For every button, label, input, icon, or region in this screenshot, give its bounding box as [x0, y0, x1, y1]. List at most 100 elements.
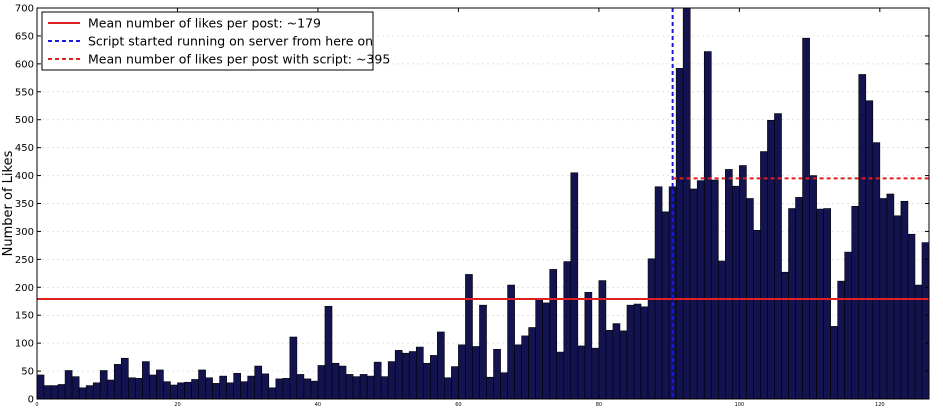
y-tick-label: 650	[15, 31, 34, 42]
bar	[858, 74, 867, 400]
y-tick-label: 150	[15, 311, 34, 322]
x-tick-label: 0	[35, 402, 38, 408]
bar	[99, 370, 108, 400]
bar	[198, 369, 206, 400]
bar	[584, 292, 593, 400]
bar	[479, 304, 487, 400]
bar	[233, 373, 241, 400]
y-tick-label: 250	[15, 255, 34, 266]
y-tick-label: 450	[15, 143, 34, 154]
x-tick-label: 60	[455, 402, 461, 408]
bar	[430, 355, 438, 400]
bar	[535, 298, 544, 400]
x-tick-label: 120	[875, 402, 885, 408]
bar	[661, 211, 670, 400]
bar	[493, 348, 501, 400]
legend-label: Mean number of likes per post with scrip…	[88, 52, 390, 67]
bar	[282, 378, 291, 400]
bar	[710, 179, 719, 400]
bar	[760, 151, 768, 400]
bar	[514, 344, 522, 400]
bar	[472, 346, 480, 400]
bar	[219, 375, 227, 400]
bar	[240, 381, 249, 400]
y-tick-label: 700	[15, 4, 34, 15]
x-tick-label: 20	[174, 402, 180, 408]
bar	[816, 208, 824, 400]
bar	[682, 7, 691, 400]
bar	[401, 352, 410, 400]
bar	[591, 347, 600, 400]
bar	[767, 119, 775, 400]
bar	[324, 305, 333, 400]
bar	[451, 366, 459, 400]
y-axis: 0501001502002503003504004505005506006507…	[15, 4, 929, 406]
bar	[142, 361, 150, 400]
y-tick-label: 200	[15, 283, 34, 294]
legend-items: Mean number of likes per post: ~179 Scrip…	[48, 16, 390, 67]
bar	[774, 113, 782, 400]
bar	[907, 233, 916, 400]
bar	[556, 351, 565, 400]
bar	[507, 284, 515, 400]
bar	[92, 382, 101, 400]
bar	[113, 364, 122, 400]
bar	[577, 345, 586, 400]
bar	[36, 374, 45, 400]
bar	[830, 326, 838, 400]
bar	[156, 369, 164, 400]
bar	[528, 327, 536, 400]
bar	[338, 365, 347, 400]
bar	[570, 172, 579, 400]
bar	[563, 261, 572, 400]
bar	[170, 384, 178, 400]
y-tick-label: 600	[15, 59, 34, 70]
bar	[619, 330, 628, 400]
legend: Mean number of likes per post: ~179 Scrip…	[41, 11, 390, 71]
bar	[486, 376, 494, 400]
bar	[626, 304, 635, 400]
bar	[437, 331, 445, 400]
bar	[296, 374, 305, 400]
bar	[57, 384, 66, 400]
bar	[893, 215, 902, 400]
bar	[851, 205, 860, 400]
y-tick-label: 550	[15, 87, 34, 98]
bar	[500, 372, 508, 400]
bar	[647, 258, 656, 400]
bar	[331, 362, 340, 400]
bar	[310, 380, 319, 400]
y-tick-label: 300	[15, 227, 34, 238]
bar	[226, 382, 234, 400]
bar	[408, 351, 417, 400]
bar	[303, 378, 312, 400]
bar	[465, 274, 473, 400]
y-tick-label: 0	[28, 395, 34, 406]
bar	[521, 335, 529, 400]
bar	[163, 381, 171, 400]
bar	[444, 377, 452, 400]
bar	[380, 376, 389, 400]
x-tick-label: 40	[315, 402, 321, 408]
bar	[886, 193, 895, 400]
bar	[605, 329, 614, 400]
legend-label: Script started running on server from he…	[88, 34, 373, 49]
bar	[802, 37, 810, 400]
legend-label: Mean number of likes per post: ~179	[88, 16, 321, 31]
bar	[458, 344, 466, 400]
bar	[703, 51, 712, 400]
bar	[254, 365, 263, 400]
bar	[177, 382, 185, 400]
bar	[921, 242, 930, 400]
bar	[366, 375, 375, 400]
bar	[844, 251, 853, 400]
bar	[268, 387, 277, 400]
bar	[50, 385, 59, 400]
bar	[359, 374, 368, 400]
bar	[823, 208, 831, 400]
bars	[36, 7, 930, 400]
bar	[654, 186, 663, 400]
bar	[184, 381, 192, 400]
bar	[128, 377, 136, 400]
